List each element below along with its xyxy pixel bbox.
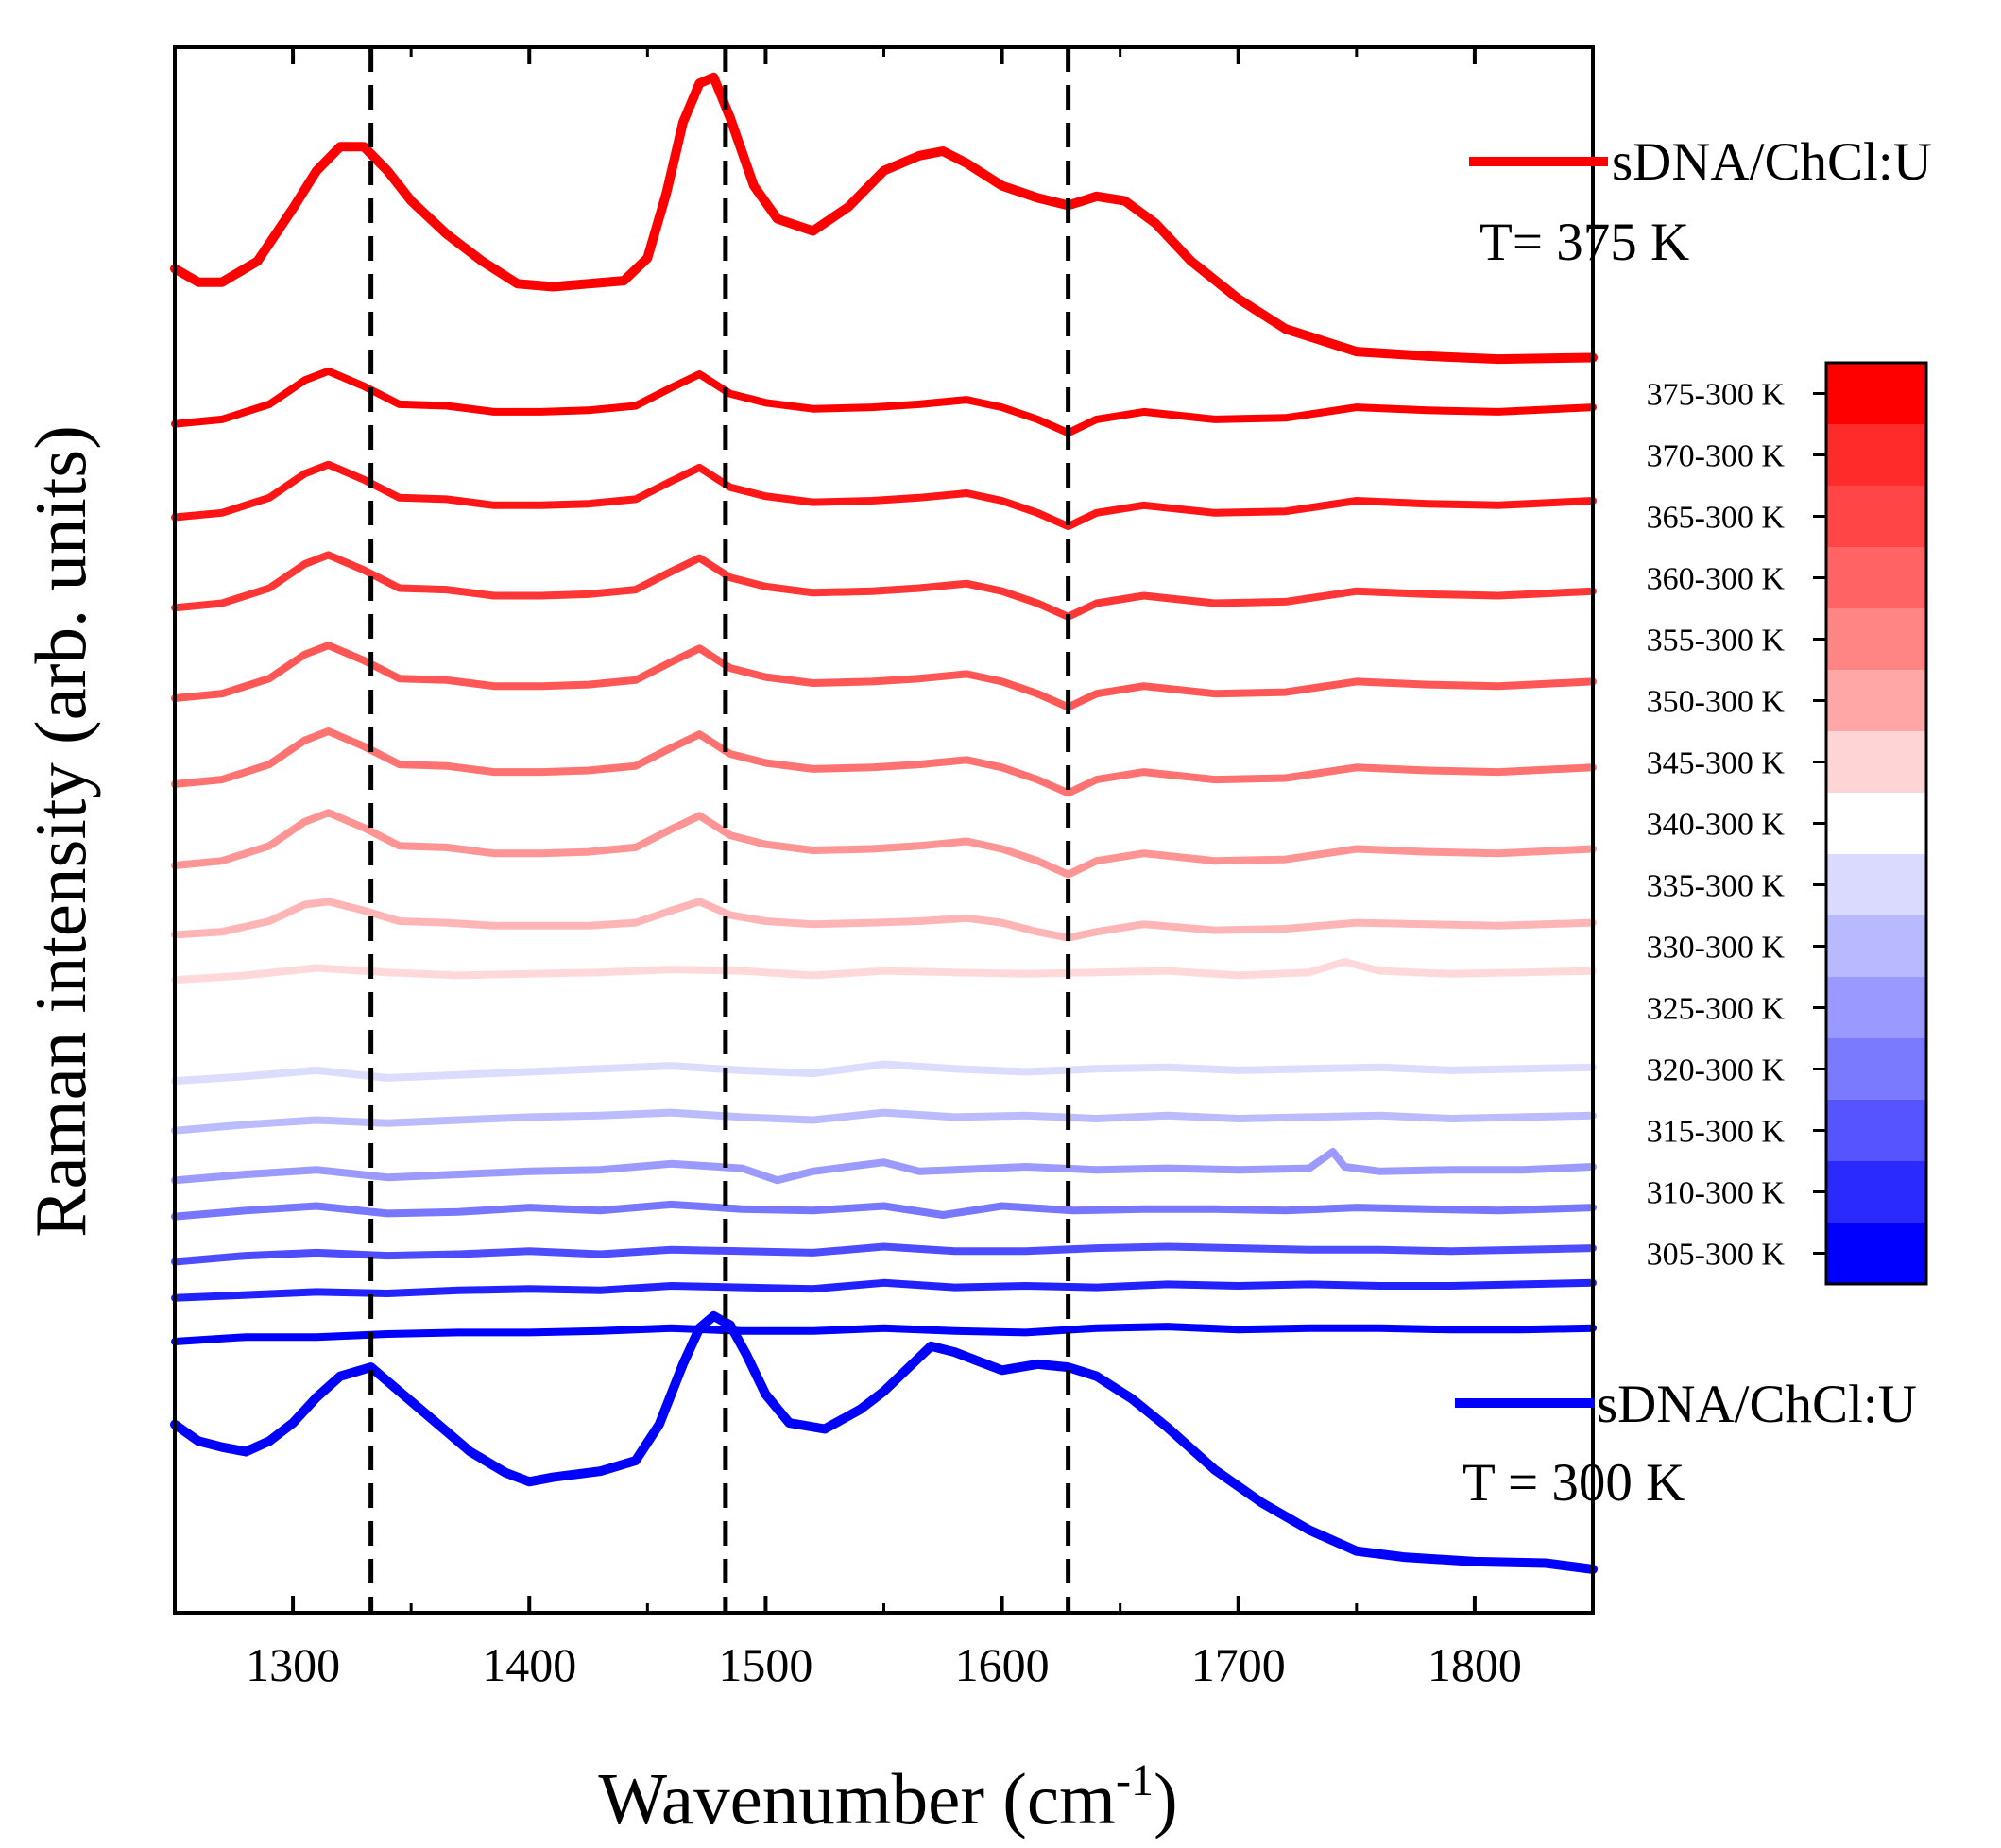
series-line-13 [171, 1242, 1597, 1266]
legend-label-300: sDNA/ChCl:U [1597, 1375, 1917, 1434]
colorbar-segment [1826, 977, 1926, 1039]
dashed-reference-lines [368, 47, 1071, 1613]
axis-ticks [173, 47, 1595, 1613]
colorbar-segment [1826, 1100, 1926, 1162]
colorbar-segment [1826, 670, 1926, 732]
colorbar-label: 335-300 K [1647, 869, 1786, 904]
y-axis-title: Raman intensity (arb. units) [20, 425, 101, 1238]
colorbar-segment [1826, 731, 1926, 794]
colorbar-segment [1826, 1161, 1926, 1223]
series-line-10 [171, 1108, 1597, 1135]
colorbar-label: 310-300 K [1647, 1176, 1786, 1211]
series-line-14 [171, 1278, 1597, 1302]
x-axis-title-superscript: -1 [1116, 1755, 1154, 1805]
series-line-9 [171, 1060, 1597, 1086]
colorbar-label: 355-300 K [1647, 624, 1786, 659]
series-line-11 [171, 1148, 1597, 1185]
legend-bottom: sDNA/ChCl:U T = 300 K [1455, 1375, 1917, 1513]
legend-top: sDNA/ChCl:U T= 375 K [1469, 132, 1932, 272]
spectra-layer [170, 72, 1598, 1574]
colorbar-segment [1826, 424, 1926, 487]
series-line-4 [171, 642, 1597, 711]
x-tick-label: 1500 [718, 1638, 812, 1691]
series-line-2 [171, 460, 1597, 531]
colorbar-segment [1826, 1038, 1926, 1101]
colorbar-segment [1826, 608, 1926, 671]
colorbar-label: 340-300 K [1647, 808, 1786, 843]
x-tick-label: 1700 [1191, 1638, 1286, 1691]
colorbar-segment [1826, 793, 1926, 855]
colorbar-label: 365-300 K [1647, 501, 1786, 536]
series-line-6 [171, 809, 1597, 879]
colorbar-segment [1826, 486, 1926, 548]
colorbar-segment [1826, 363, 1926, 425]
colorbar-segment [1826, 1223, 1926, 1285]
series-line-12 [171, 1200, 1597, 1221]
colorbar-label: 330-300 K [1647, 931, 1786, 966]
x-tick-label: 1600 [955, 1638, 1050, 1691]
series-line-5 [171, 727, 1597, 797]
legend-temperature-300: T = 300 K [1462, 1453, 1685, 1513]
x-axis-title-main: Wavenumber (cm [598, 1758, 1116, 1839]
series-line-0 [170, 72, 1598, 365]
series-line-3 [171, 551, 1597, 621]
colorbar-segment [1826, 915, 1926, 978]
colorbar-label: 345-300 K [1647, 746, 1786, 781]
colorbar-label: 320-300 K [1647, 1053, 1786, 1088]
legend-label-375: sDNA/ChCl:U [1612, 132, 1932, 192]
colorbar-label: 360-300 K [1647, 562, 1786, 597]
legend-temperature-375: T= 375 K [1479, 213, 1689, 272]
colorbar: 375-300 K 370-300 K 365-300 K 360-300 K 355-… [1647, 361, 1928, 1286]
series-line-15 [171, 1323, 1597, 1345]
x-tick-label: 1400 [482, 1638, 576, 1691]
x-axis-title-end: ) [1154, 1758, 1178, 1839]
colorbar-label: 370-300 K [1647, 439, 1786, 474]
x-tick-label: 1300 [246, 1638, 340, 1691]
colorbar-label: 305-300 K [1647, 1238, 1786, 1273]
x-tick-labels: 1300 1400 1500 1600 1700 1800 [246, 1638, 1522, 1691]
series-line-8 [171, 958, 1597, 984]
series-line-1 [171, 367, 1597, 437]
x-axis-title: Wavenumber (cm-1) [598, 1755, 1177, 1839]
colorbar-segment [1826, 547, 1926, 609]
series-line-16 [170, 1310, 1598, 1574]
colorbar-label: 325-300 K [1647, 992, 1786, 1027]
colorbar-segment [1826, 854, 1926, 916]
series-line-7 [171, 898, 1597, 942]
colorbar-label: 315-300 K [1647, 1115, 1786, 1150]
colorbar-label: 375-300 K [1647, 378, 1786, 413]
colorbar-label: 350-300 K [1647, 685, 1786, 720]
x-tick-label: 1800 [1428, 1638, 1522, 1691]
